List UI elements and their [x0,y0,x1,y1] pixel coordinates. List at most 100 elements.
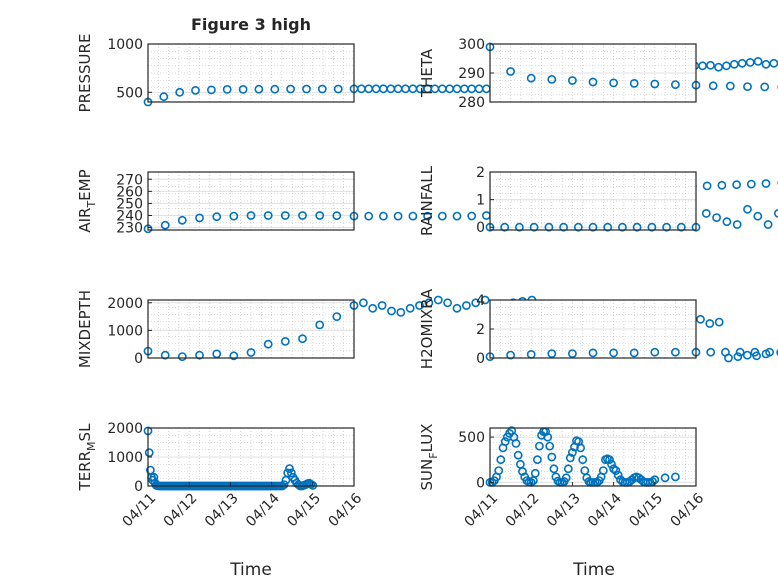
x-tick-label: 04/12 [503,490,543,530]
data-point [302,84,311,94]
y-tick-label: 2 [476,165,485,181]
data-point [467,211,477,221]
y-axis-label: THETA [418,48,436,98]
data-point [530,468,540,478]
data-point [660,473,670,483]
data-point [776,349,778,356]
y-tick-label: 0 [476,475,485,491]
x-tick-label: 04/14 [243,490,283,530]
data-point [254,84,264,94]
data-point [506,350,515,360]
data-point [396,307,406,317]
subplot-6: 0 1000 2000 04/11 04/12 04/13 04/14 04/15 04/16 T… [76,421,365,530]
x-tick-label: 04/15 [626,490,666,530]
data-point [238,85,248,94]
data-point [445,84,454,94]
y-tick-label: 270 [116,172,143,188]
data-point [494,466,504,475]
data-point [285,464,294,473]
y-tick-label: 0 [134,351,143,367]
data-point [283,468,293,478]
data-point [742,350,752,360]
y-tick-label: 230 [116,221,143,237]
data-point [549,464,559,474]
data-point [280,211,290,220]
y-tick-label: 2000 [107,421,143,437]
data-point [573,222,583,232]
data-point [565,453,575,463]
data-point [222,85,232,94]
y-axis-label: RAINFALL [418,165,436,236]
data-point [437,84,447,94]
x-tick-label: 04/16 [325,490,365,530]
data-point [632,222,642,232]
data-point [263,211,273,220]
data-point [333,84,343,94]
data-point [195,213,204,223]
data-point [696,314,705,324]
data-point [356,84,366,94]
x-tick-label: 04/15 [284,490,324,530]
data-point [496,455,506,465]
data-point [714,62,723,72]
data-point [561,473,571,483]
data-point [547,75,557,84]
y-axis-label: AIRTEMP [76,169,98,232]
data-point [246,211,256,220]
data-point [280,336,290,346]
data-point [605,455,614,465]
data-point [735,347,745,357]
data-point [480,295,490,305]
data-point [471,298,481,308]
data-point [725,81,735,91]
data-point [308,480,318,490]
data-point [298,211,307,220]
data-point [607,459,616,469]
data-point [722,217,732,227]
y-axis-label: SUNFLUX [418,424,440,491]
data-point [743,204,752,214]
data-point [603,222,613,232]
data-point [332,211,342,221]
data-point [609,464,618,474]
data-point [732,180,741,190]
y-tick-label: 0 [476,351,485,367]
data-point [588,348,598,358]
data-point [206,85,216,95]
data-point [662,222,671,232]
y-tick-label: 2000 [107,296,143,312]
data-point [315,320,325,330]
data-point [229,211,239,221]
data-point [763,220,773,229]
data-point [717,180,727,190]
data-point [159,92,169,102]
y-tick-label: 280 [458,95,485,111]
data-point [671,347,680,357]
data-point [765,347,774,357]
subplot-7: 0 500 04/11 04/12 04/13 04/14 04/15 04/16 SUNFLU… [418,424,707,531]
data-point [609,348,618,358]
data-point [511,438,521,448]
data-point [613,470,623,480]
data-point [358,298,368,308]
data-point [732,220,742,229]
data-point [405,303,415,313]
data-point [706,347,716,357]
y-tick-label: 250 [116,196,143,212]
data-point [568,76,577,85]
grid [148,172,354,230]
data-point [650,347,660,357]
data-point [393,211,403,221]
data-point [733,352,743,361]
data-point [191,86,200,95]
y-axis-label: H2OMIXRA [418,288,436,369]
y-tick-label: 0 [134,479,143,495]
data-point [746,179,756,189]
data-point [415,301,424,310]
data-point [543,432,553,442]
data-point [576,443,585,453]
data-point [461,301,471,310]
data-point [598,466,608,475]
y-axis-label: MIXDEPTH [76,290,94,368]
